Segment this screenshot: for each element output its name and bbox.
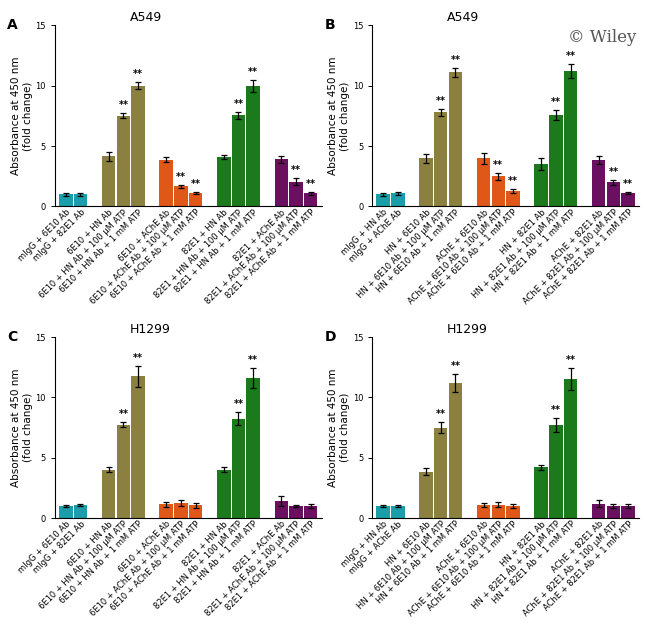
Bar	[304, 506, 317, 518]
Text: **: **	[566, 355, 575, 365]
Bar	[477, 505, 490, 518]
Text: **: **	[133, 69, 143, 79]
Text: **: **	[508, 176, 518, 186]
Text: © Wiley: © Wiley	[568, 29, 636, 46]
Bar	[102, 470, 116, 518]
Text: **: **	[233, 99, 244, 109]
Bar	[102, 156, 116, 206]
Bar	[477, 158, 490, 206]
Text: **: **	[118, 409, 128, 419]
Bar	[73, 505, 87, 518]
Y-axis label: Absorbance at 450 nm
(fold change): Absorbance at 450 nm (fold change)	[11, 57, 32, 175]
Text: **: **	[551, 97, 561, 108]
Bar	[73, 194, 87, 206]
Bar	[419, 472, 433, 518]
Bar	[159, 504, 173, 518]
Text: **: **	[623, 179, 633, 189]
Bar	[592, 160, 605, 206]
Text: **: **	[436, 409, 446, 420]
Bar	[434, 112, 447, 206]
Y-axis label: Absorbance at 450 nm
(fold change): Absorbance at 450 nm (fold change)	[11, 369, 32, 487]
Bar	[534, 467, 548, 518]
Text: D: D	[324, 330, 336, 344]
Bar	[232, 418, 245, 518]
Text: **: **	[133, 353, 143, 363]
Bar	[59, 506, 73, 518]
Bar	[131, 86, 145, 206]
Text: **: **	[436, 96, 446, 106]
Bar	[506, 506, 520, 518]
Text: B: B	[324, 18, 335, 32]
Bar	[174, 503, 188, 518]
Text: **: **	[566, 51, 575, 61]
Bar	[274, 159, 288, 206]
Text: A: A	[7, 18, 18, 32]
Text: **: **	[306, 179, 316, 189]
Bar	[419, 158, 433, 206]
Text: **: **	[233, 399, 244, 409]
Text: **: **	[118, 101, 128, 111]
Text: **: **	[450, 361, 460, 371]
Bar	[174, 186, 188, 206]
Bar	[159, 160, 173, 206]
Text: H1299: H1299	[129, 323, 170, 336]
Bar	[246, 86, 260, 206]
Bar	[189, 506, 202, 518]
Bar	[491, 176, 505, 206]
Text: A549: A549	[447, 11, 479, 24]
Text: **: **	[248, 67, 258, 77]
Bar	[592, 504, 605, 518]
Bar	[59, 194, 73, 206]
Text: **: **	[190, 179, 201, 189]
Bar	[448, 383, 462, 518]
Bar	[491, 505, 505, 518]
Bar	[246, 378, 260, 518]
Bar	[217, 157, 231, 206]
Text: **: **	[291, 165, 301, 175]
Bar	[391, 506, 404, 518]
Bar	[564, 71, 577, 206]
Bar	[564, 379, 577, 518]
Bar	[434, 428, 447, 518]
Text: **: **	[176, 172, 186, 182]
Bar	[217, 470, 231, 518]
Bar	[289, 182, 303, 206]
Bar	[448, 72, 462, 206]
Bar	[304, 193, 317, 206]
Y-axis label: Absorbance at 450 nm
(fold change): Absorbance at 450 nm (fold change)	[328, 57, 350, 175]
Text: H1299: H1299	[447, 323, 488, 336]
Bar	[606, 182, 620, 206]
Bar	[534, 164, 548, 206]
Bar	[232, 115, 245, 206]
Bar	[621, 506, 635, 518]
Bar	[391, 193, 404, 206]
Bar	[376, 506, 390, 518]
Bar	[131, 376, 145, 518]
Bar	[189, 193, 202, 206]
Text: **: **	[450, 55, 460, 65]
Text: **: **	[608, 167, 618, 177]
Text: **: **	[551, 405, 561, 415]
Y-axis label: Absorbance at 450 nm
(fold change): Absorbance at 450 nm (fold change)	[328, 369, 350, 487]
Text: **: **	[493, 160, 503, 170]
Bar	[506, 191, 520, 206]
Text: C: C	[7, 330, 18, 344]
Bar	[621, 193, 635, 206]
Text: **: **	[248, 355, 258, 365]
Bar	[116, 425, 130, 518]
Bar	[549, 425, 563, 518]
Bar	[289, 506, 303, 518]
Bar	[606, 506, 620, 518]
Bar	[549, 115, 563, 206]
Bar	[116, 116, 130, 206]
Bar	[274, 501, 288, 518]
Text: A549: A549	[129, 11, 162, 24]
Bar	[376, 194, 390, 206]
